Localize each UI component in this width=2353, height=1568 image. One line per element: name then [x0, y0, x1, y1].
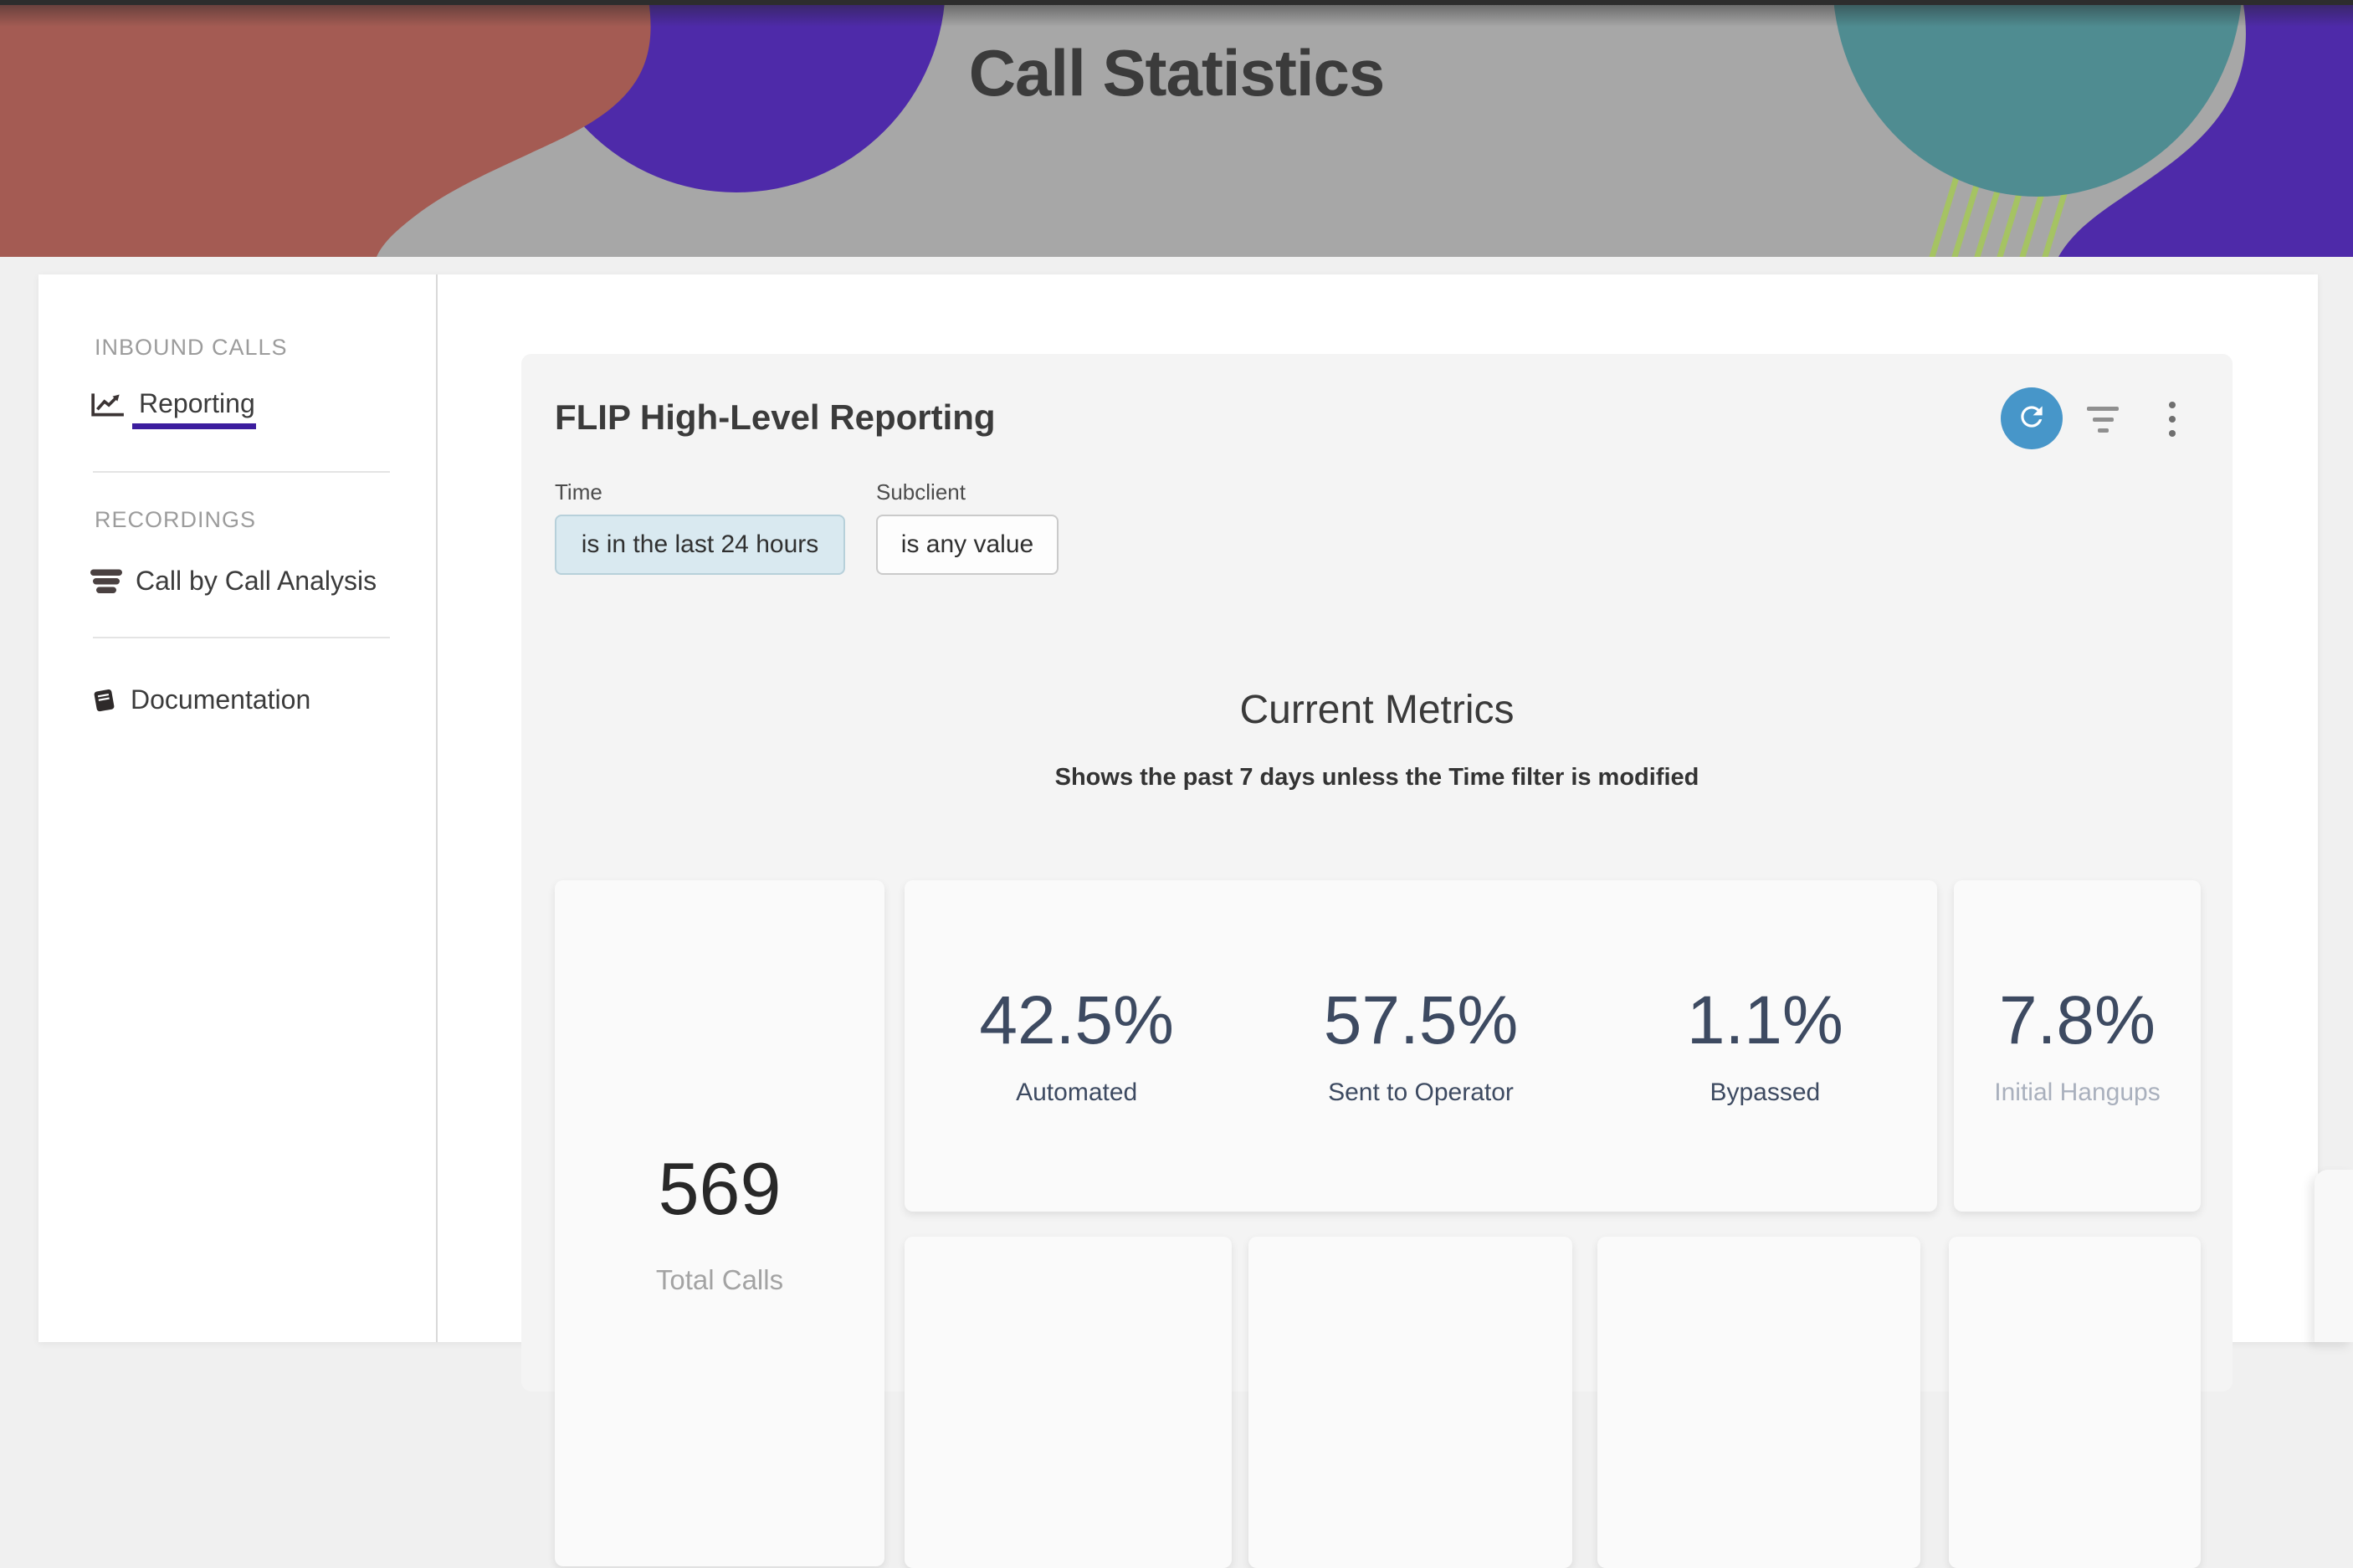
- refresh-icon: [2016, 401, 2048, 437]
- active-item-underline: [132, 423, 256, 429]
- sidebar-section-header-recordings: RECORDINGS: [95, 507, 257, 532]
- metric-tile-total-calls: 569 Total Calls: [555, 880, 884, 1566]
- sidebar-section-header-inbound-calls: INBOUND CALLS: [95, 335, 288, 360]
- metric-rate-automated: 42.5% Automated: [905, 880, 1248, 1212]
- metric-tile-placeholder: [1597, 1237, 1920, 1568]
- top-bar: [0, 0, 2353, 5]
- sidebar-item-call-by-call-analysis[interactable]: Call by Call Analysis: [90, 566, 377, 597]
- kebab-menu-icon: [2169, 402, 2176, 408]
- bars-icon: [90, 569, 122, 594]
- metric-tile-placeholder: [1949, 1237, 2201, 1568]
- filter-label-time: Time: [555, 479, 602, 505]
- metric-label: Initial Hangups: [1994, 1079, 2161, 1107]
- filter-icon: [2087, 406, 2119, 411]
- metric-value: 7.8%: [1999, 981, 2156, 1058]
- report-title: FLIP High-Level Reporting: [555, 397, 996, 437]
- metric-tile-placeholder: [1248, 1237, 1572, 1568]
- sidebar: INBOUND CALLS Reporting RECORDINGS: [38, 274, 438, 1342]
- metric-value: 57.5%: [1323, 981, 1519, 1058]
- banner: Call Statistics: [0, 0, 2353, 257]
- sidebar-divider: [93, 637, 390, 638]
- sidebar-item-reporting[interactable]: Reporting: [90, 388, 255, 419]
- metric-tile-rates: 42.5% Automated 57.5% Sent to Operator 1…: [905, 880, 1937, 1212]
- partial-card: [2315, 1170, 2353, 1342]
- report-card: FLIP High-Level Reporting Time is in the…: [521, 354, 2233, 1568]
- more-button[interactable]: [2160, 396, 2185, 443]
- section-subheading: Shows the past 7 days unless the Time fi…: [1054, 764, 1699, 791]
- filter-label-subclient: Subclient: [876, 479, 966, 505]
- section-heading: Current Metrics: [1239, 688, 1515, 732]
- metric-rate-bypassed: 1.1% Bypassed: [1593, 880, 1937, 1212]
- sidebar-item-documentation[interactable]: Documentation: [92, 684, 310, 715]
- filter-chip-value: is any value: [900, 530, 1034, 558]
- filter-button[interactable]: [2078, 401, 2128, 438]
- top-bar-shadow: [0, 5, 2353, 27]
- metric-value: 569: [658, 1146, 782, 1230]
- metric-label: Automated: [1016, 1079, 1138, 1107]
- metric-value: 42.5%: [979, 981, 1174, 1058]
- filter-chip-subclient[interactable]: is any value: [876, 515, 1059, 575]
- page-title: Call Statistics: [968, 36, 1386, 110]
- metric-tile-placeholder: [905, 1237, 1232, 1568]
- chart-line-icon: [90, 391, 126, 418]
- metric-label: Sent to Operator: [1328, 1079, 1514, 1107]
- refresh-button[interactable]: [2001, 387, 2063, 449]
- metric-rate-sent-to-operator: 57.5% Sent to Operator: [1248, 880, 1592, 1212]
- metric-label: Total Calls: [655, 1264, 784, 1296]
- metric-tile-initial-hangups: 7.8% Initial Hangups: [1954, 880, 2201, 1212]
- filter-chip-value: is in the last 24 hours: [581, 530, 819, 558]
- metric-value: 1.1%: [1686, 981, 1843, 1058]
- content-panel: INBOUND CALLS Reporting RECORDINGS: [38, 274, 2318, 1568]
- book-icon: [92, 688, 117, 713]
- sidebar-item-label: Documentation: [131, 684, 311, 715]
- filter-chip-time[interactable]: is in the last 24 hours: [555, 515, 845, 575]
- sidebar-item-label: Call by Call Analysis: [136, 566, 377, 596]
- banner-decoration: [0, 0, 2353, 257]
- metric-label: Bypassed: [1710, 1079, 1821, 1107]
- sidebar-item-label: Reporting: [139, 388, 255, 418]
- sidebar-divider: [93, 471, 390, 473]
